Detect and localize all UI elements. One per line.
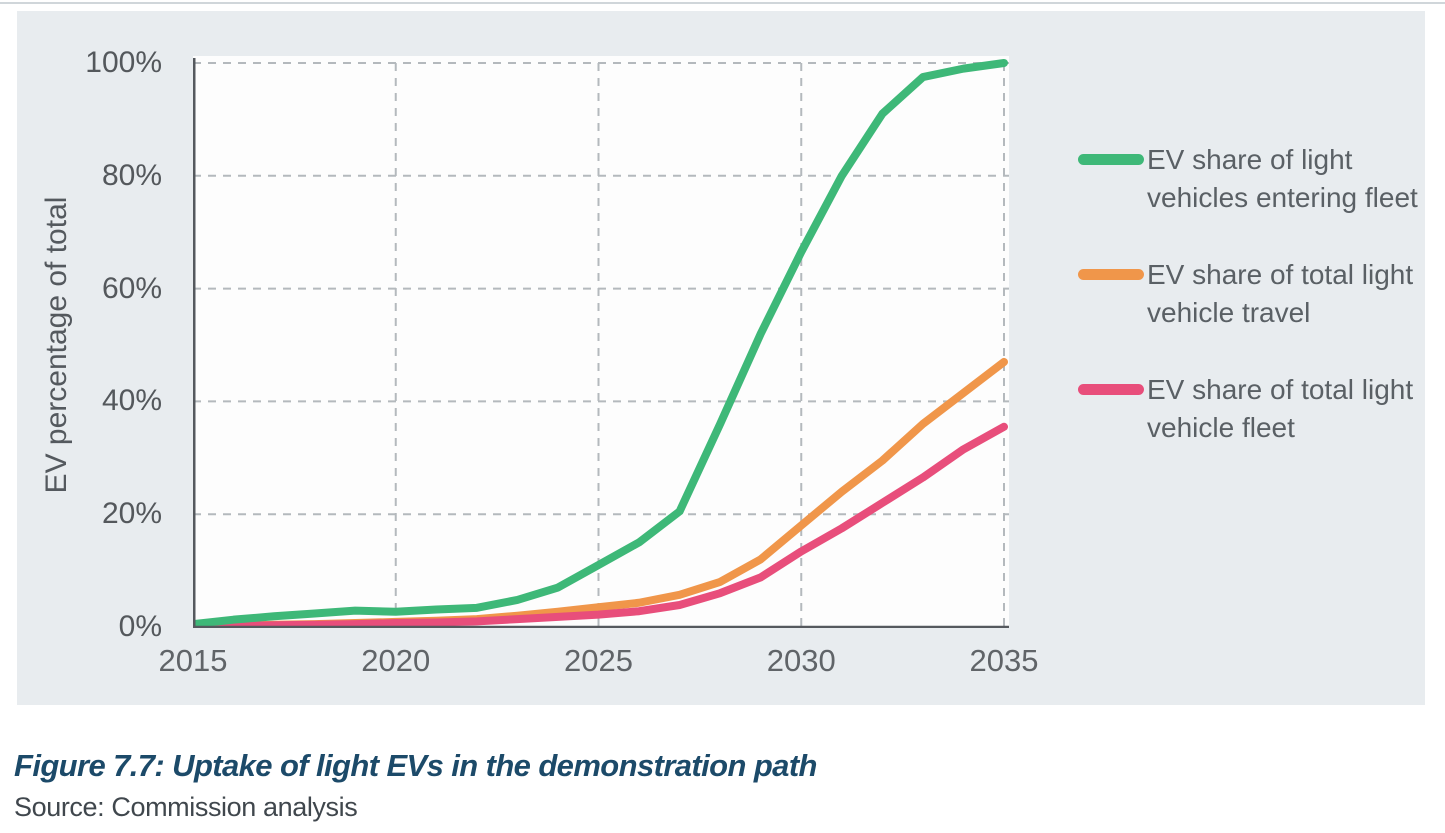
legend-swatch-orange <box>1078 269 1144 280</box>
figure-source: Source: Commission analysis <box>14 792 358 822</box>
y-tick-label: 0% <box>118 610 162 643</box>
x-tick-label: 2035 <box>969 643 1039 678</box>
legend: EV share of light vehicles entering flee… <box>1078 141 1418 486</box>
plot-area <box>189 56 1009 631</box>
legend-item-travel: EV share of total light vehicle travel <box>1078 256 1418 332</box>
y-tick-label: 80% <box>101 158 162 192</box>
y-tick-label: 40% <box>101 384 162 418</box>
legend-label: EV share of total light vehicle fleet <box>1147 374 1414 443</box>
legend-swatch-green <box>1078 154 1144 165</box>
y-tick-label: 60% <box>101 271 162 305</box>
legend-swatch-pink <box>1078 384 1144 395</box>
y-tick-label: 20% <box>101 497 162 531</box>
series-line-0 <box>189 59 1008 629</box>
legend-item-fleet: EV share of total light vehicle fleet <box>1078 371 1418 447</box>
series-line-2 <box>189 422 1008 631</box>
x-tick-label: 2020 <box>361 643 431 678</box>
x-tick-label: 2025 <box>564 643 633 678</box>
y-tick-label: 100% <box>85 46 162 79</box>
chart-panel: EV percentage of total 0% 20% 40% 60% 80% 100… <box>17 11 1425 705</box>
legend-item-entering-fleet: EV share of light vehicles entering flee… <box>1078 141 1418 217</box>
y-axis-title: EV percentage of total <box>40 196 73 494</box>
legend-label: EV share of total light vehicle travel <box>1147 259 1414 328</box>
legend-label: EV share of light vehicles entering flee… <box>1147 144 1418 213</box>
figure-caption: Figure 7.7: Uptake of light EVs in the d… <box>14 748 817 783</box>
top-divider <box>0 2 1445 4</box>
x-tick-label: 2030 <box>766 643 836 678</box>
x-tick-label: 2015 <box>158 643 228 678</box>
chart-svg <box>189 56 1009 631</box>
plot-background <box>193 56 1009 628</box>
